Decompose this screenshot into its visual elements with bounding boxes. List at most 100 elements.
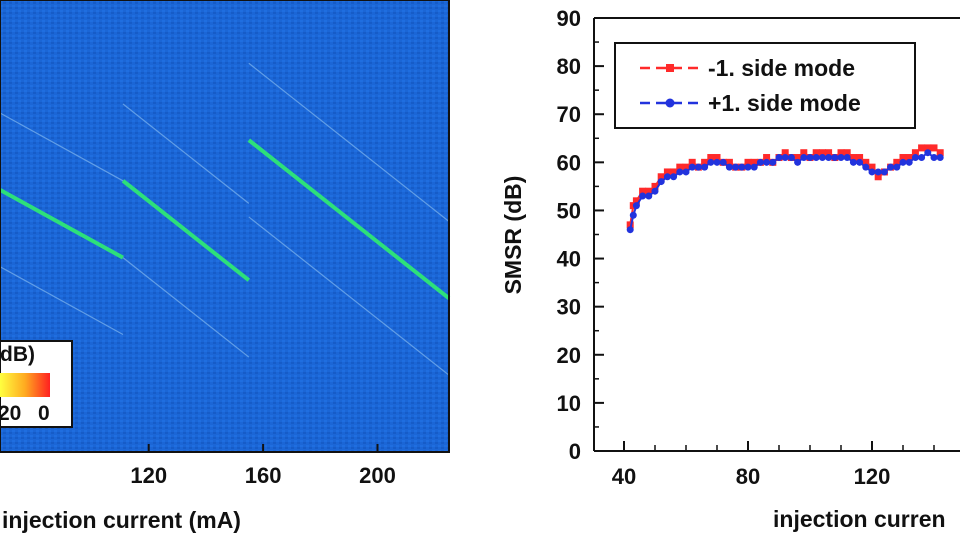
side-mode-trace-2-1: [248, 216, 450, 376]
point-minus1-50: [930, 144, 938, 152]
right-x-axis-label: injection curren: [773, 506, 946, 532]
point-minus1-10: [682, 163, 690, 171]
point-minus1-11: [688, 158, 696, 166]
point-plus1-11: [688, 163, 696, 171]
legend-label-plus-1: +1. side mode: [708, 90, 861, 116]
point-minus1-28: [794, 154, 802, 162]
smsr-panel: 0 10 20 30 40 50 60 70 80 90 40 80 120 SMSR (dB) in…: [500, 6, 960, 532]
point-minus1-29: [800, 149, 808, 157]
point-plus1-0: [626, 226, 634, 234]
point-minus1-46: [905, 154, 913, 162]
point-plus1-30: [806, 154, 814, 162]
point-minus1-20: [744, 158, 752, 166]
side-mode-trace-1-0: [122, 103, 250, 204]
point-plus1-40: [868, 168, 876, 176]
legend-box: [614, 42, 916, 129]
point-plus1-46: [905, 158, 913, 166]
side-mode-trace-0-1: [0, 266, 124, 336]
point-plus1-7: [663, 173, 671, 181]
colorbar-gradient: [0, 373, 50, 397]
point-plus1-22: [756, 158, 764, 166]
point-plus1-18: [732, 163, 740, 171]
point-plus1-12: [694, 163, 702, 171]
point-plus1-45: [899, 158, 907, 166]
point-plus1-36: [843, 154, 851, 162]
left-x-tick-label-200: 200: [359, 463, 396, 488]
point-plus1-43: [887, 163, 895, 171]
point-minus1-9: [676, 163, 684, 171]
point-plus1-37: [849, 158, 857, 166]
main-mode-trace-2: [247, 138, 451, 300]
point-minus1-33: [825, 149, 833, 157]
point-minus1-45: [899, 154, 907, 162]
point-plus1-14: [707, 158, 715, 166]
point-minus1-5: [651, 182, 659, 190]
point-minus1-15: [713, 154, 721, 162]
point-minus1-38: [856, 154, 864, 162]
x-tick-label-40: 40: [612, 464, 636, 489]
point-plus1-8: [670, 173, 678, 181]
point-plus1-21: [750, 163, 758, 171]
point-plus1-17: [725, 163, 733, 171]
y-tick-label-0: 0: [569, 439, 581, 464]
y-tick-label-70: 70: [557, 102, 581, 127]
colorbar-tick-0: 0: [38, 402, 50, 425]
point-minus1-41: [874, 173, 882, 181]
point-minus1-17: [725, 158, 733, 166]
point-minus1-13: [701, 158, 709, 166]
point-minus1-3: [639, 187, 647, 195]
point-minus1-31: [812, 149, 820, 157]
y-tick-label-80: 80: [557, 54, 581, 79]
y-tick-label-50: 50: [557, 198, 581, 223]
left-x-tick-label-120: 120: [130, 463, 167, 488]
point-plus1-38: [856, 158, 864, 166]
point-minus1-14: [707, 154, 715, 162]
point-plus1-42: [880, 168, 888, 176]
side-mode-trace-1-1: [122, 257, 250, 358]
spectrogram-background: [0, 0, 449, 452]
point-minus1-37: [849, 154, 857, 162]
point-plus1-49: [924, 149, 932, 157]
point-plus1-34: [831, 154, 839, 162]
y-axis-label: SMSR (dB): [500, 176, 526, 295]
point-plus1-10: [682, 168, 690, 176]
point-plus1-26: [781, 154, 789, 162]
point-plus1-32: [818, 154, 826, 162]
point-minus1-48: [918, 144, 926, 152]
y-tick-label-20: 20: [557, 343, 581, 368]
x-tick-label-120: 120: [854, 464, 891, 489]
point-minus1-49: [924, 144, 932, 152]
point-minus1-36: [843, 149, 851, 157]
point-plus1-20: [744, 163, 752, 171]
point-minus1-23: [763, 154, 771, 162]
point-minus1-8: [670, 168, 678, 176]
side-mode-trace-2-0: [248, 62, 450, 222]
point-plus1-47: [911, 154, 919, 162]
point-plus1-15: [713, 158, 721, 166]
colorbar-tick-20: 20: [0, 402, 21, 425]
point-plus1-9: [676, 168, 684, 176]
spectrogram-frame: [0, 0, 450, 453]
point-minus1-39: [862, 158, 870, 166]
point-plus1-48: [918, 154, 926, 162]
y-tick-label-60: 60: [557, 150, 581, 175]
main-mode-trace-0: [0, 188, 124, 260]
point-plus1-16: [719, 158, 727, 166]
point-minus1-40: [868, 163, 876, 171]
point-minus1-35: [837, 149, 845, 157]
point-plus1-28: [794, 158, 802, 166]
point-plus1-4: [645, 192, 653, 200]
legend-label-minus-1: -1. side mode: [708, 55, 855, 81]
point-minus1-6: [657, 173, 665, 181]
point-plus1-1: [629, 211, 637, 219]
legend-entry-minus-1: -1. side mode: [640, 55, 855, 81]
point-plus1-41: [874, 168, 882, 176]
point-plus1-5: [651, 187, 659, 195]
point-plus1-3: [639, 192, 647, 200]
point-minus1-47: [911, 149, 919, 157]
y-tick-label-30: 30: [557, 295, 581, 320]
point-plus1-33: [825, 154, 833, 162]
point-plus1-25: [775, 154, 783, 162]
point-plus1-29: [800, 154, 808, 162]
